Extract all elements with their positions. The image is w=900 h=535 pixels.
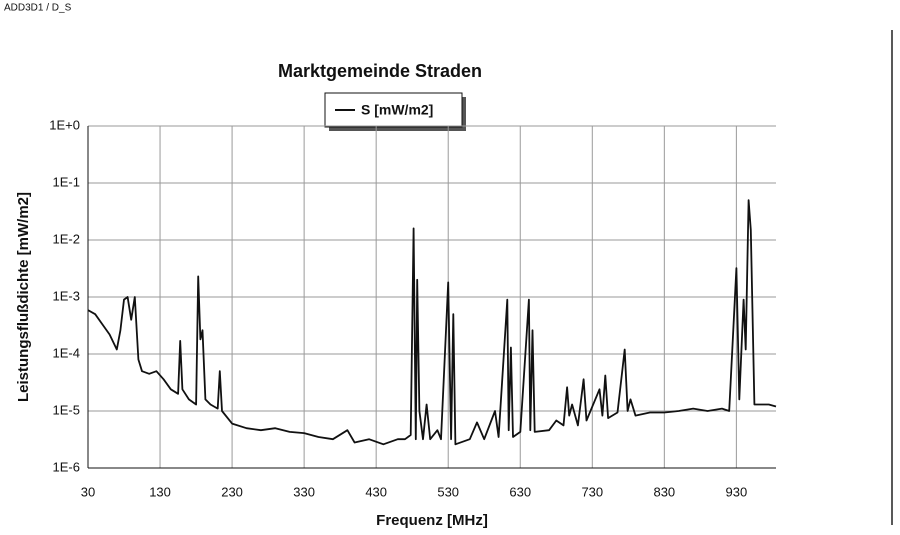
x-tick-label: 330 — [293, 484, 315, 499]
x-tick-label: 30 — [81, 484, 95, 499]
x-tick-label: 630 — [509, 484, 531, 499]
x-tick-label: 730 — [581, 484, 603, 499]
x-axis-label: Frequenz [MHz] — [376, 512, 488, 529]
chart-title: Marktgemeinde Straden — [278, 61, 482, 81]
x-tick-label: 230 — [221, 484, 243, 499]
y-tick-label: 1E-4 — [53, 345, 80, 360]
y-tick-label: 1E-2 — [53, 231, 80, 246]
y-tick-label: 1E-6 — [53, 459, 80, 474]
y-axis-label: Leistungsflußdichte [mW/m2] — [15, 192, 32, 402]
data-line — [87, 199, 777, 446]
page-header: ADD3D1 / D_S — [4, 3, 72, 14]
x-tick-label: 130 — [149, 484, 171, 499]
y-tick-label: 1E+0 — [49, 117, 80, 132]
y-tick-label: 1E-3 — [53, 288, 80, 303]
x-tick-label: 930 — [726, 484, 748, 499]
y-tick-label: 1E-1 — [53, 174, 80, 189]
x-tick-label: 830 — [653, 484, 675, 499]
legend-label: S [mW/m2] — [361, 102, 433, 118]
x-tick-label: 530 — [437, 484, 459, 499]
x-tick-label: 430 — [365, 484, 387, 499]
y-tick-label: 1E-5 — [53, 402, 80, 417]
